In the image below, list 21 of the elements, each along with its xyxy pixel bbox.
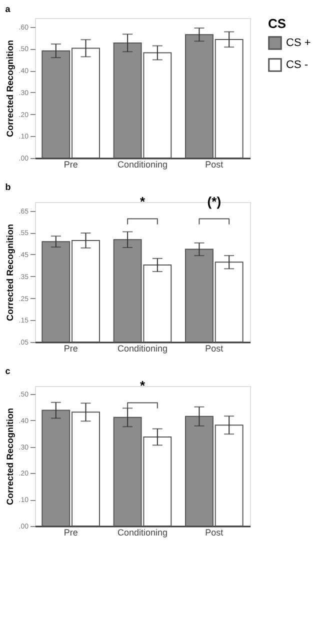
annotation: * bbox=[140, 194, 146, 209]
y-axis-title: Corrected Recognition bbox=[4, 408, 15, 506]
x-tick-label: Pre bbox=[64, 344, 78, 354]
x-tick-label: Pre bbox=[64, 528, 78, 538]
legend-label: CS - bbox=[286, 59, 308, 71]
x-tick-label: Conditioning bbox=[117, 344, 168, 354]
chart-title: b bbox=[5, 182, 12, 192]
annotation: * bbox=[140, 378, 146, 393]
x-tick-label: Pre bbox=[64, 160, 78, 170]
x-tick-label: Post bbox=[205, 160, 224, 170]
y-axis-title: Corrected Recognition bbox=[4, 40, 15, 138]
chart-title: c bbox=[5, 366, 10, 376]
annotation: (*) bbox=[207, 194, 222, 209]
legend-label: CS + bbox=[286, 37, 311, 49]
x-tick-label: Conditioning bbox=[117, 160, 168, 170]
chart-title: a bbox=[5, 4, 12, 14]
x-tick-label: Post bbox=[205, 528, 224, 538]
x-tick-label: Post bbox=[205, 344, 224, 354]
x-tick-label: Conditioning bbox=[117, 528, 168, 538]
legend-title: CS bbox=[268, 16, 286, 31]
y-axis-title: Corrected Recognition bbox=[4, 224, 15, 322]
